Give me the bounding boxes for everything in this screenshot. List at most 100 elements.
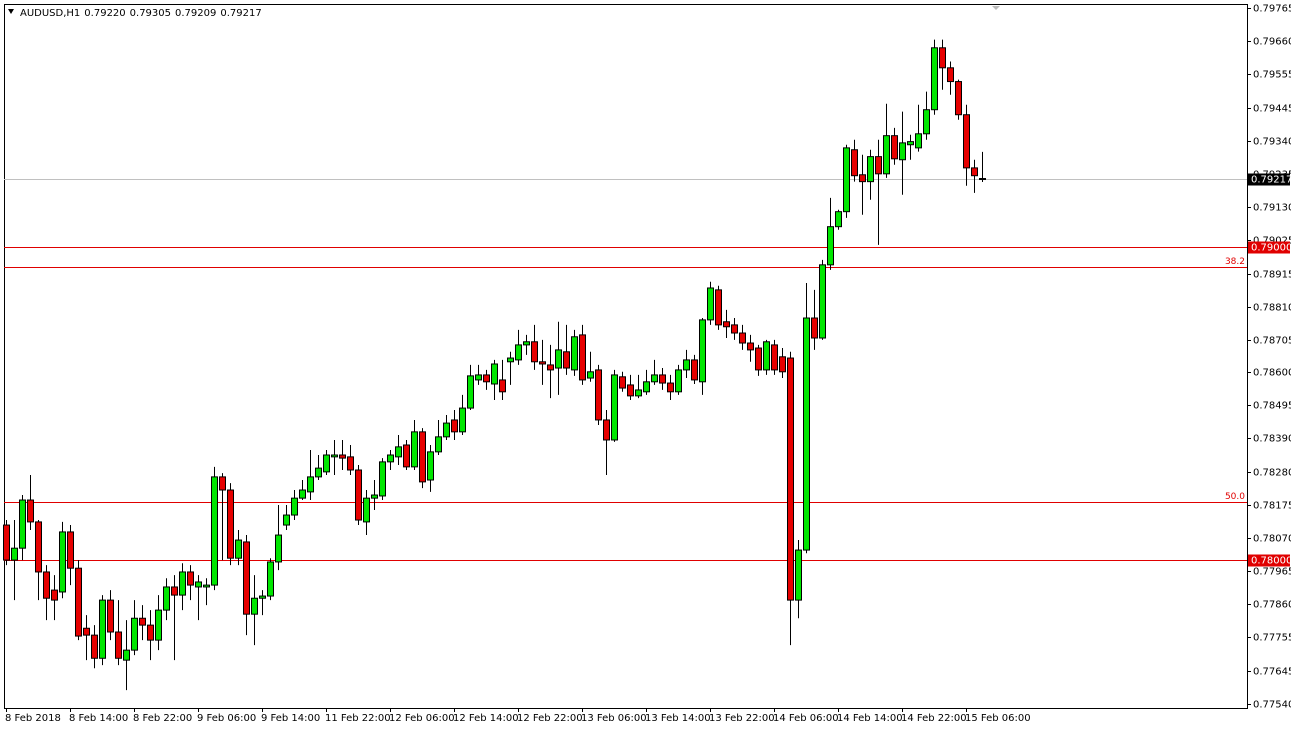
y-tick-label: 0.79765 <box>1253 4 1291 15</box>
candle-body <box>307 476 314 493</box>
plot-frame <box>4 4 1248 709</box>
candle-body <box>667 382 674 393</box>
candle-body <box>483 374 490 383</box>
candle-body <box>691 359 698 381</box>
ohlc-open: 0.79220 <box>84 8 125 19</box>
x-tick-label: 14 Feb 22:00 <box>901 713 967 724</box>
candle-body <box>19 499 26 549</box>
candle-body <box>835 211 842 228</box>
candle-body <box>747 342 754 351</box>
candle-body <box>411 431 418 468</box>
candle-body <box>67 531 74 569</box>
candle-body <box>787 357 794 601</box>
candle-body <box>523 341 530 346</box>
candle-body <box>435 436 442 453</box>
candle-body <box>659 374 666 384</box>
candle-body <box>947 67 954 83</box>
candle-body <box>627 384 634 397</box>
candle-body <box>475 374 482 381</box>
y-tick-label: 0.77755 <box>1253 633 1291 644</box>
candle-body <box>459 407 466 433</box>
x-tick-label: 12 Feb 22:00 <box>517 713 583 724</box>
ohlc-high: 0.79305 <box>130 8 171 19</box>
candle-body <box>187 571 194 586</box>
x-tick-label: 8 Feb 22:00 <box>133 713 192 724</box>
candle-body <box>899 142 906 161</box>
price-level-box <box>1248 554 1290 567</box>
candle-body <box>939 47 946 69</box>
x-tick-label: 12 Feb 14:00 <box>453 713 519 724</box>
candle-body <box>531 341 538 363</box>
x-tick-label: 8 Feb 14:00 <box>69 713 128 724</box>
candle-body <box>323 454 330 473</box>
candle-body <box>915 133 922 149</box>
candle-body <box>651 374 658 383</box>
candle-body <box>299 489 306 499</box>
y-tick-label: 0.78495 <box>1253 401 1291 412</box>
candle-body <box>635 389 642 397</box>
candle-body <box>555 349 562 369</box>
x-tick-label: 13 Feb 14:00 <box>645 713 711 724</box>
candle-body <box>507 357 514 363</box>
fib-level-label: 50.0 <box>1225 492 1245 502</box>
candle-body <box>283 514 290 526</box>
y-tick-label: 0.78915 <box>1253 270 1291 281</box>
y-tick-label: 0.78810 <box>1253 303 1291 314</box>
candle-body <box>763 341 770 371</box>
candle-body <box>771 344 778 371</box>
candle-body <box>803 317 810 551</box>
y-tick-label: 0.79340 <box>1253 137 1291 148</box>
candle-body <box>587 371 594 379</box>
candle-body <box>115 631 122 659</box>
candle-body <box>35 521 42 573</box>
y-tick-label: 0.78175 <box>1253 501 1291 512</box>
candle-body <box>75 567 82 637</box>
ohlc-low: 0.79209 <box>175 8 216 19</box>
candle-body <box>715 289 722 326</box>
price-level-label: 0.79000 <box>1251 243 1291 254</box>
candle-body <box>579 334 586 381</box>
x-tick-label: 14 Feb 06:00 <box>773 713 839 724</box>
candle-body <box>723 321 730 328</box>
candle-body <box>883 135 890 175</box>
candle-body <box>163 586 170 611</box>
candle-body <box>371 494 378 499</box>
candle-body <box>203 584 210 588</box>
candle-body <box>443 422 450 438</box>
x-tick-label: 15 Feb 06:00 <box>965 713 1031 724</box>
candle-body <box>3 524 10 561</box>
candle-body <box>563 351 570 369</box>
candle-body <box>603 419 610 441</box>
candle-body <box>427 451 434 481</box>
candle-body <box>347 456 354 471</box>
y-tick-label: 0.79445 <box>1253 104 1291 115</box>
fib-level-label: 38.2 <box>1225 257 1245 267</box>
y-tick-label: 0.77540 <box>1253 700 1291 711</box>
chart-title: AUDUSD,H1 0.79220 0.79305 0.79209 0.79217 <box>20 8 262 19</box>
y-tick-label: 0.79660 <box>1253 37 1291 48</box>
candle-body <box>931 47 938 111</box>
candle-body <box>467 375 474 409</box>
shift-marker <box>992 6 1000 10</box>
candle-body <box>235 539 242 559</box>
candle-body <box>611 374 618 441</box>
candle-body <box>315 467 322 478</box>
candle-body <box>419 431 426 483</box>
y-tick-label: 0.77645 <box>1253 667 1291 678</box>
candle-body <box>155 609 162 641</box>
candle-body <box>171 586 178 596</box>
candle-body <box>331 454 338 458</box>
x-tick-label: 13 Feb 06:00 <box>581 713 647 724</box>
y-tick-label: 0.78280 <box>1253 468 1291 479</box>
candle-body <box>195 581 202 588</box>
candle-body <box>219 476 226 491</box>
candle-body <box>851 149 858 177</box>
candle-body <box>707 287 714 321</box>
candle-body <box>267 561 274 597</box>
y-tick-label: 0.77965 <box>1253 567 1291 578</box>
menu-arrow[interactable] <box>8 9 14 14</box>
candle-body <box>251 597 258 615</box>
y-tick-label: 0.79130 <box>1253 203 1291 214</box>
candle-body <box>675 369 682 393</box>
candle-body <box>683 359 690 371</box>
